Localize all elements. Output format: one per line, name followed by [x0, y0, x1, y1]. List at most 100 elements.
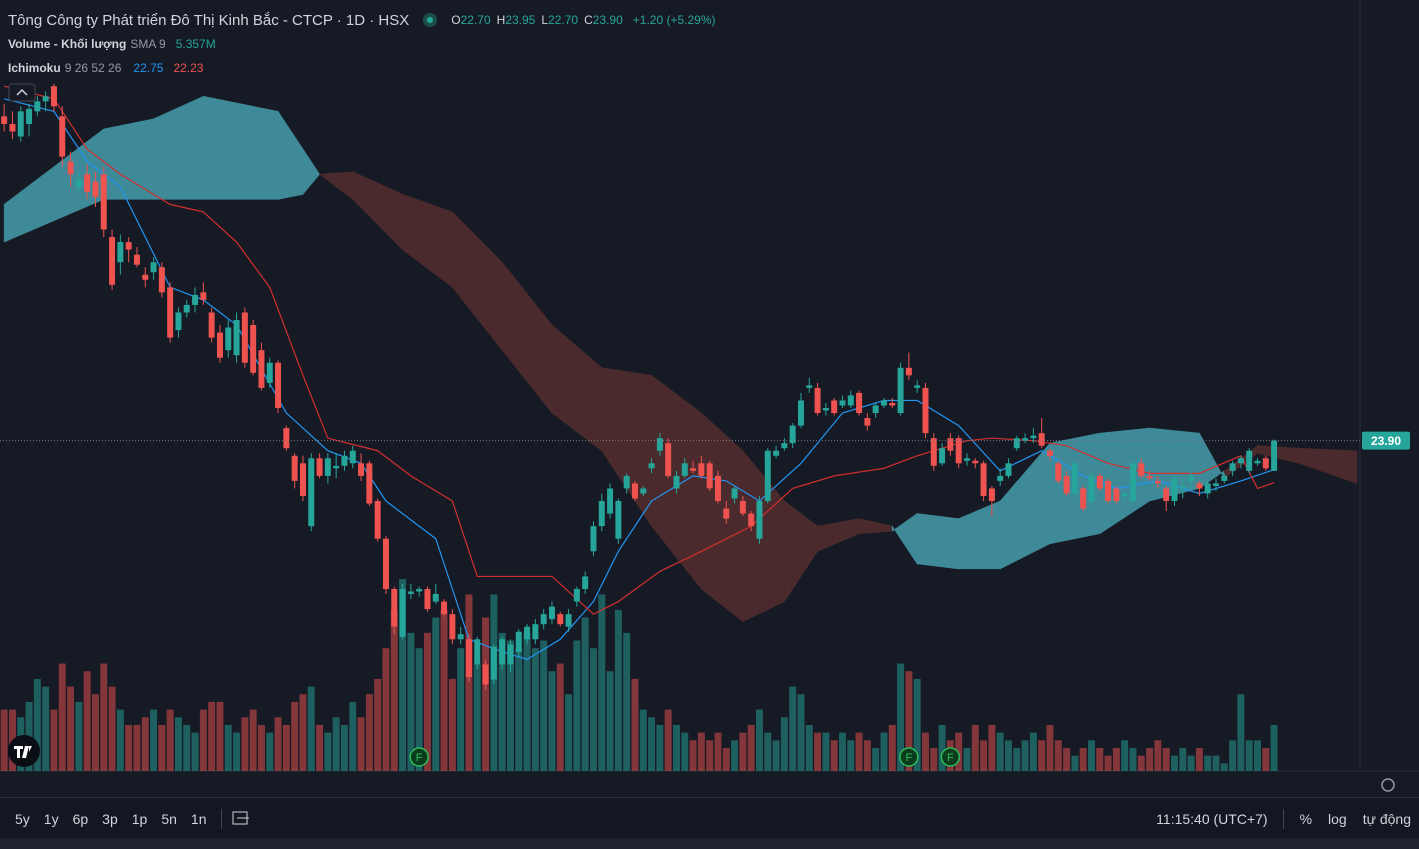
volume-bar	[822, 732, 830, 771]
candle-body	[947, 438, 954, 451]
chart: F F F 23.90	[0, 0, 1419, 792]
volume-bar	[0, 709, 8, 771]
volume-bar	[880, 732, 888, 771]
volume-bar	[249, 709, 257, 771]
cloud-segment	[277, 110, 304, 200]
range-button[interactable]: 3p	[102, 810, 118, 827]
range-button[interactable]: 5n	[161, 810, 177, 827]
volume-bar	[1046, 724, 1054, 771]
candle-body	[1179, 485, 1186, 489]
cloud-segment	[302, 148, 320, 196]
candle-body	[333, 465, 340, 469]
candle-body	[109, 237, 116, 285]
event-marker[interactable]	[409, 747, 429, 767]
volume-bar	[1096, 747, 1104, 771]
cloud-segment	[858, 518, 893, 535]
candle-body	[358, 463, 365, 476]
candle-body	[100, 174, 107, 230]
scale-button[interactable]: log	[1328, 810, 1347, 827]
volume-bar	[963, 747, 971, 771]
volume-bar	[1162, 747, 1170, 771]
cloud-segment	[891, 513, 918, 565]
volume-sma: SMA 9	[130, 37, 166, 51]
volume-bar	[282, 724, 290, 771]
candle-body	[872, 405, 879, 414]
volume-bar	[648, 717, 656, 771]
volume-bar	[166, 709, 174, 771]
candle-body	[1163, 488, 1170, 502]
candle-body	[1063, 475, 1070, 494]
candle-body	[1046, 450, 1053, 456]
volume-bar	[863, 740, 871, 771]
volume-bar	[340, 724, 348, 771]
goto-date[interactable]	[222, 809, 262, 829]
candle-body	[374, 501, 381, 539]
candle-body	[1080, 488, 1087, 509]
volume-bar	[224, 724, 232, 771]
volume-bar	[150, 709, 158, 771]
volume-bar	[307, 686, 315, 771]
volume-bar	[482, 617, 490, 771]
volume-bar	[1137, 755, 1145, 771]
candle-body	[432, 594, 439, 602]
volume-bar	[980, 740, 988, 771]
scale-button[interactable]: %	[1299, 810, 1313, 827]
candle-body	[75, 179, 82, 187]
range-button[interactable]: 1p	[131, 810, 148, 827]
candle-body	[814, 387, 821, 414]
clock: 11:15:40 (UTC+7)	[1156, 810, 1268, 827]
volume-bar	[349, 701, 357, 771]
candle-body	[200, 292, 207, 300]
volume-bar	[623, 632, 631, 771]
volume-bar	[1029, 732, 1037, 771]
candle-body	[1030, 435, 1037, 439]
event-label: F	[416, 752, 423, 764]
volume-bar	[805, 724, 813, 771]
volume-bar	[67, 686, 75, 771]
volume-bar	[1013, 747, 1021, 771]
legend: Tông Công ty Phát triển Đô Thị Kinh Bắc …	[8, 8, 716, 80]
range-button[interactable]: 6p	[72, 810, 89, 827]
volume-bar	[133, 724, 141, 771]
volume-bar	[672, 724, 680, 771]
volume-bar	[1187, 755, 1195, 771]
candle-body	[1138, 463, 1145, 476]
volume-bar	[407, 632, 415, 771]
scale-buttons: % log tự động	[1292, 811, 1419, 827]
candle-body	[997, 475, 1004, 481]
volume-bar	[266, 732, 274, 771]
volume-bar	[548, 671, 556, 771]
volume-bar	[498, 632, 506, 771]
volume-bar	[1262, 747, 1270, 771]
candle-body	[573, 588, 580, 602]
candle-body	[499, 639, 506, 665]
candle-body	[441, 601, 448, 615]
range-button[interactable]: 1n	[190, 810, 207, 827]
candle-body	[457, 634, 464, 640]
settings-icon[interactable]	[1381, 778, 1395, 792]
candle-body	[864, 418, 871, 426]
cloud-segment	[1298, 447, 1358, 484]
event-marker[interactable]	[940, 747, 961, 767]
volume-bar	[233, 732, 241, 771]
scale-button[interactable]: tự động	[1362, 810, 1411, 827]
candle-body	[1146, 475, 1153, 479]
volume-bar	[789, 686, 797, 771]
market-status[interactable]	[423, 13, 438, 27]
candle-body	[1171, 478, 1178, 502]
collapse-button[interactable]	[8, 83, 36, 102]
candle-body	[930, 438, 937, 466]
range-button[interactable]: 5y	[15, 810, 30, 827]
candle-body	[889, 402, 896, 406]
candle-body	[781, 443, 788, 449]
candle-body	[631, 483, 638, 499]
ohlc-value: 22.70	[460, 13, 491, 27]
candle-body	[275, 362, 282, 408]
candle-body	[972, 460, 979, 464]
volume-bar	[838, 732, 846, 771]
candle-body	[1246, 450, 1253, 471]
volume-bar	[365, 694, 373, 771]
event-marker[interactable]	[899, 747, 919, 767]
volume-bar	[1179, 747, 1187, 771]
range-button[interactable]: 1y	[43, 810, 59, 827]
